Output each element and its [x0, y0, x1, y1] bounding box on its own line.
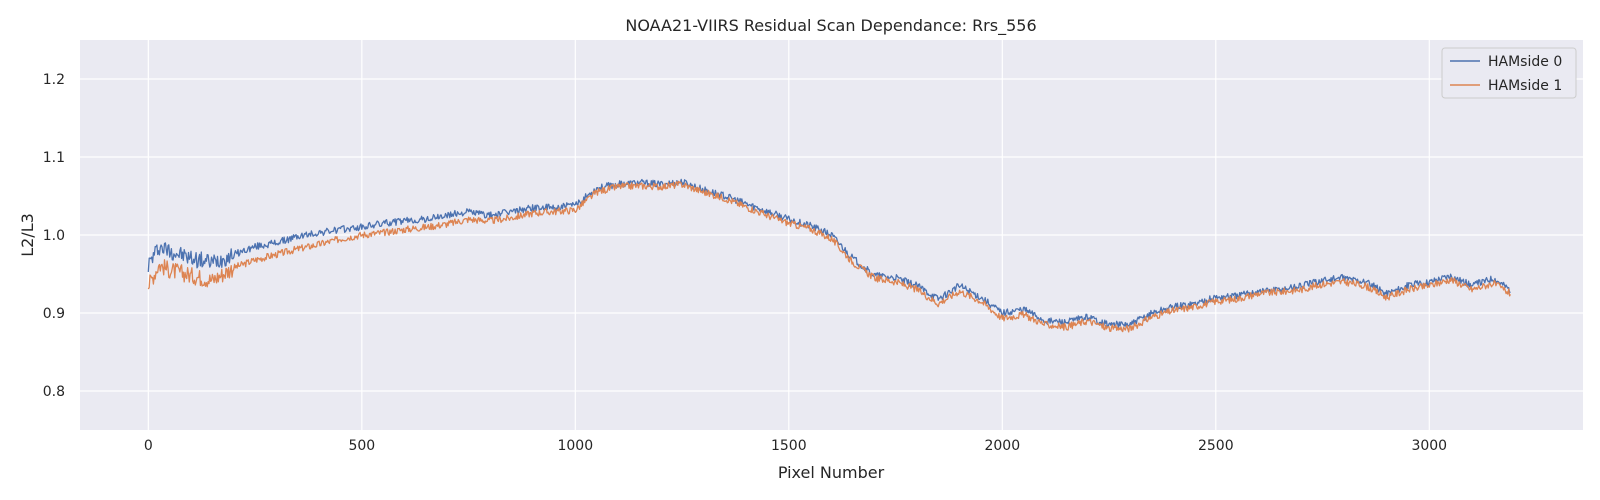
x-tick-label: 2500 [1198, 438, 1234, 454]
x-tick-label: 0 [144, 438, 153, 454]
x-axis-label: Pixel Number [778, 463, 885, 482]
legend-label-hamside-1: HAMside 1 [1488, 78, 1562, 94]
x-tick-label: 500 [348, 438, 375, 454]
series-line-hamside-1 [147, 180, 1511, 333]
x-tick-label: 1500 [771, 438, 807, 454]
ticks: 0 500 1000 1500 2000 2500 3000 0.8 0.9 1.0 1.1 1.2 [43, 72, 1447, 454]
y-tick-label: 1.1 [43, 150, 65, 166]
chart-title: NOAA21-VIIRS Residual Scan Dependance: R… [625, 16, 1036, 36]
y-tick-label: 1.2 [43, 72, 65, 88]
series-layer [147, 178, 1511, 333]
legend: HAMside 0 HAMside 1 [1441, 47, 1577, 99]
y-tick-label: 0.8 [43, 384, 65, 400]
y-axis-label: L2/L3 [18, 213, 37, 257]
x-tick-label: 2000 [984, 438, 1020, 454]
legend-label-hamside-0: HAMside 0 [1488, 54, 1562, 70]
x-tick-label: 1000 [557, 438, 593, 454]
x-tick-label: 3000 [1411, 438, 1447, 454]
y-tick-label: 1.0 [43, 228, 65, 244]
y-tick-label: 0.9 [43, 306, 65, 322]
